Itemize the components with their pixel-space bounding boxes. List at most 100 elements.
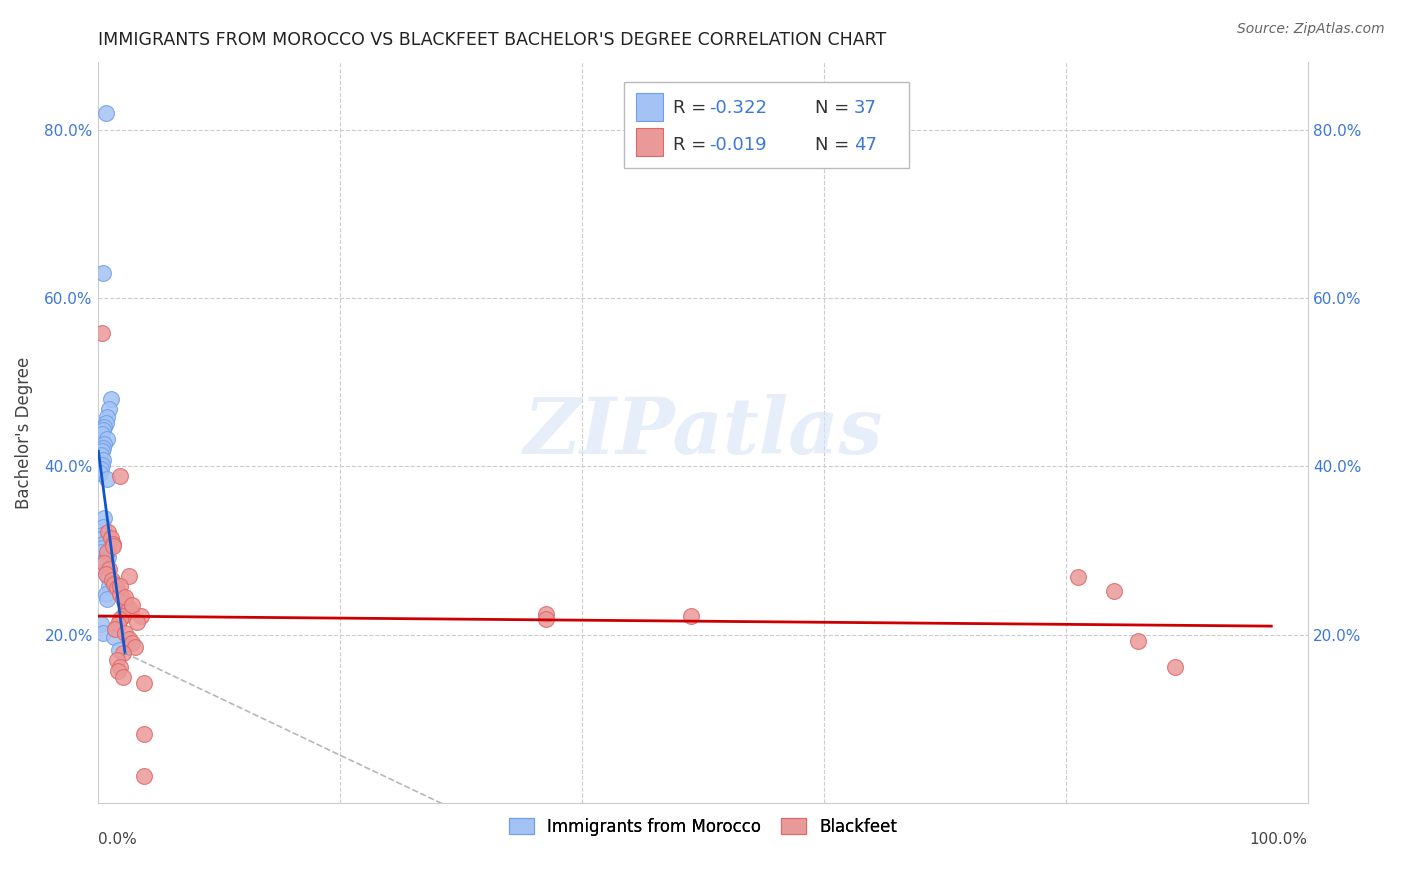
Point	[97, 550, 120, 565]
Point	[100, 573, 122, 587]
FancyBboxPatch shape	[637, 93, 664, 121]
Point	[98, 562, 121, 576]
Point	[134, 769, 156, 783]
Point	[534, 612, 557, 626]
Point	[90, 545, 112, 559]
Point	[96, 472, 118, 486]
Point	[1102, 583, 1125, 598]
FancyBboxPatch shape	[637, 128, 664, 156]
Point	[101, 536, 124, 550]
Text: R =: R =	[672, 136, 711, 154]
Text: 47: 47	[855, 136, 877, 154]
Point	[1067, 570, 1090, 584]
Point	[96, 433, 118, 447]
Point	[121, 598, 143, 612]
Point	[134, 727, 156, 741]
Text: ZIPatlas: ZIPatlas	[523, 394, 883, 471]
Point	[1163, 659, 1185, 673]
Point	[103, 577, 125, 591]
Point	[118, 600, 141, 615]
Point	[129, 609, 152, 624]
Point	[90, 533, 112, 547]
Point	[96, 545, 118, 559]
Point	[94, 416, 117, 430]
Point	[89, 466, 111, 480]
Point	[101, 539, 124, 553]
Point	[94, 106, 117, 120]
Point	[91, 541, 114, 555]
Point	[91, 536, 114, 550]
Point	[108, 579, 131, 593]
Point	[97, 570, 120, 584]
Point	[111, 592, 134, 607]
Point	[91, 266, 114, 280]
Point	[91, 625, 114, 640]
Point	[93, 556, 115, 570]
Point	[96, 592, 118, 607]
Point	[114, 625, 136, 640]
Text: -0.019: -0.019	[709, 136, 766, 154]
FancyBboxPatch shape	[624, 82, 908, 168]
Point	[93, 419, 115, 434]
Point	[127, 615, 149, 629]
Point	[91, 441, 114, 455]
Point	[91, 452, 114, 467]
Point	[114, 596, 136, 610]
Point	[107, 664, 129, 678]
Point	[91, 558, 114, 573]
Point	[98, 579, 121, 593]
Point	[105, 581, 128, 595]
Y-axis label: Bachelor's Degree: Bachelor's Degree	[15, 357, 34, 508]
Point	[93, 511, 115, 525]
Point	[91, 423, 114, 437]
Point	[104, 622, 127, 636]
Point	[91, 326, 114, 341]
Point	[108, 642, 131, 657]
Point	[120, 604, 142, 618]
Point	[111, 646, 134, 660]
Point	[118, 568, 141, 582]
Point	[108, 469, 131, 483]
Point	[108, 659, 131, 673]
Point	[91, 458, 114, 472]
Point	[103, 630, 125, 644]
Text: N =: N =	[815, 136, 855, 154]
Point	[534, 607, 557, 621]
Point	[679, 609, 702, 624]
Point	[96, 410, 118, 425]
Point	[90, 448, 112, 462]
Point	[91, 528, 114, 542]
Point	[100, 392, 122, 406]
Text: 100.0%: 100.0%	[1250, 832, 1308, 847]
Point	[118, 632, 141, 646]
Point	[1128, 634, 1150, 648]
Point	[90, 617, 112, 632]
Point	[94, 566, 117, 581]
Point	[121, 636, 143, 650]
Point	[124, 640, 146, 655]
Point	[111, 609, 134, 624]
Point	[91, 444, 114, 458]
Point	[108, 587, 131, 601]
Text: -0.322: -0.322	[709, 99, 768, 118]
Point	[97, 524, 120, 539]
Point	[91, 520, 114, 534]
Point	[90, 462, 112, 476]
Text: 0.0%: 0.0%	[98, 832, 138, 847]
Legend: Immigrants from Morocco, Blackfeet: Immigrants from Morocco, Blackfeet	[502, 811, 904, 843]
Text: IMMIGRANTS FROM MOROCCO VS BLACKFEET BACHELOR'S DEGREE CORRELATION CHART: IMMIGRANTS FROM MOROCCO VS BLACKFEET BAC…	[98, 31, 887, 49]
Point	[93, 554, 115, 568]
Point	[111, 670, 134, 684]
Point	[93, 436, 115, 450]
Text: N =: N =	[815, 99, 855, 118]
Text: 37: 37	[855, 99, 877, 118]
Point	[105, 653, 128, 667]
Point	[108, 612, 131, 626]
Point	[98, 402, 121, 417]
Text: R =: R =	[672, 99, 711, 118]
Point	[100, 531, 122, 545]
Point	[91, 427, 114, 442]
Text: Source: ZipAtlas.com: Source: ZipAtlas.com	[1237, 22, 1385, 37]
Point	[134, 676, 156, 690]
Point	[94, 587, 117, 601]
